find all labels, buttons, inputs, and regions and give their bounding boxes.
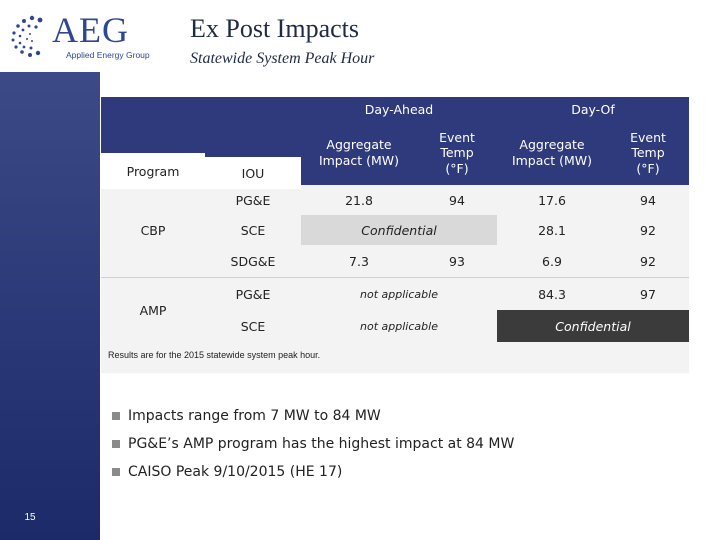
col-header-da-impact: Aggregate Impact (MW) xyxy=(301,121,417,185)
table-row-iou: PG&E xyxy=(235,192,271,208)
col-header-iou: IOU xyxy=(205,157,301,189)
bullet-square-icon xyxy=(112,468,120,476)
bullet-text: CAISO Peak 9/10/2015 (HE 17) xyxy=(128,464,343,480)
side-band xyxy=(0,72,100,540)
group-header-day-of: Day-Of xyxy=(497,97,689,121)
table-cell-da-impact: 21.8 xyxy=(345,192,373,208)
table-cell-not-applicable: not applicable xyxy=(360,319,438,333)
table-cell-not-applicable: not applicable xyxy=(360,287,438,301)
table-row-iou: SDG&E xyxy=(230,253,276,269)
col-header-do-impact: Aggregate Impact (MW) xyxy=(497,121,607,185)
table-cell-do-impact: 84.3 xyxy=(538,286,566,302)
table-cell-do-temp: 97 xyxy=(640,286,656,302)
logo-wordmark: AEG xyxy=(52,10,129,50)
program-cbp: CBP xyxy=(140,222,166,238)
logo-dots-icon xyxy=(11,15,43,57)
table-cell-da-temp: 94 xyxy=(449,192,465,208)
impacts-table: Day-Ahead Day-Of Program IOU Aggregate I… xyxy=(101,97,689,373)
table-cell-do-temp: 92 xyxy=(640,253,656,269)
aeg-logo: AEG Applied Energy Group xyxy=(8,8,168,64)
table-row-iou: SCE xyxy=(240,222,266,238)
table-row-iou: SCE xyxy=(240,318,266,334)
group-header-day-ahead: Day-Ahead xyxy=(301,97,497,121)
bullet-square-icon xyxy=(112,412,120,420)
page-title: Ex Post Impacts xyxy=(190,14,359,43)
program-amp: AMP xyxy=(139,302,167,318)
table-cell-da-impact: 7.3 xyxy=(349,253,369,269)
slide-number: 15 xyxy=(24,512,36,523)
table-note: Results are for the 2015 statewide syste… xyxy=(108,350,321,360)
table-cell-da-temp: 93 xyxy=(449,253,465,269)
row-divider xyxy=(101,277,689,278)
page-subtitle: Statewide System Peak Hour xyxy=(190,50,375,67)
table-cell-do-temp: 92 xyxy=(640,222,656,238)
list-item: Impacts range from 7 MW to 84 MW xyxy=(112,402,514,430)
bullet-text: Impacts range from 7 MW to 84 MW xyxy=(128,408,381,424)
col-header-da-temp: Event Temp (°F) xyxy=(417,121,497,185)
bullet-text: PG&E’s AMP program has the highest impac… xyxy=(128,436,515,452)
col-header-do-temp: Event Temp (°F) xyxy=(607,121,689,185)
table-row-iou: PG&E xyxy=(235,286,271,302)
table-cell-do-impact: 17.6 xyxy=(538,192,566,208)
table-cell-do-temp: 94 xyxy=(640,192,656,208)
col-header-program: Program xyxy=(101,153,205,189)
table-cell-do-impact: 28.1 xyxy=(538,222,566,238)
logo-tagline: Applied Energy Group xyxy=(66,50,150,60)
table-cell-confidential: Confidential xyxy=(497,310,689,342)
table-cell-do-impact: 6.9 xyxy=(542,253,562,269)
list-item: PG&E’s AMP program has the highest impac… xyxy=(112,430,514,458)
bullet-list: Impacts range from 7 MW to 84 MW PG&E’s … xyxy=(112,402,514,486)
bullet-square-icon xyxy=(112,440,120,448)
table-cell-confidential: Confidential xyxy=(301,215,497,245)
list-item: CAISO Peak 9/10/2015 (HE 17) xyxy=(112,458,514,486)
